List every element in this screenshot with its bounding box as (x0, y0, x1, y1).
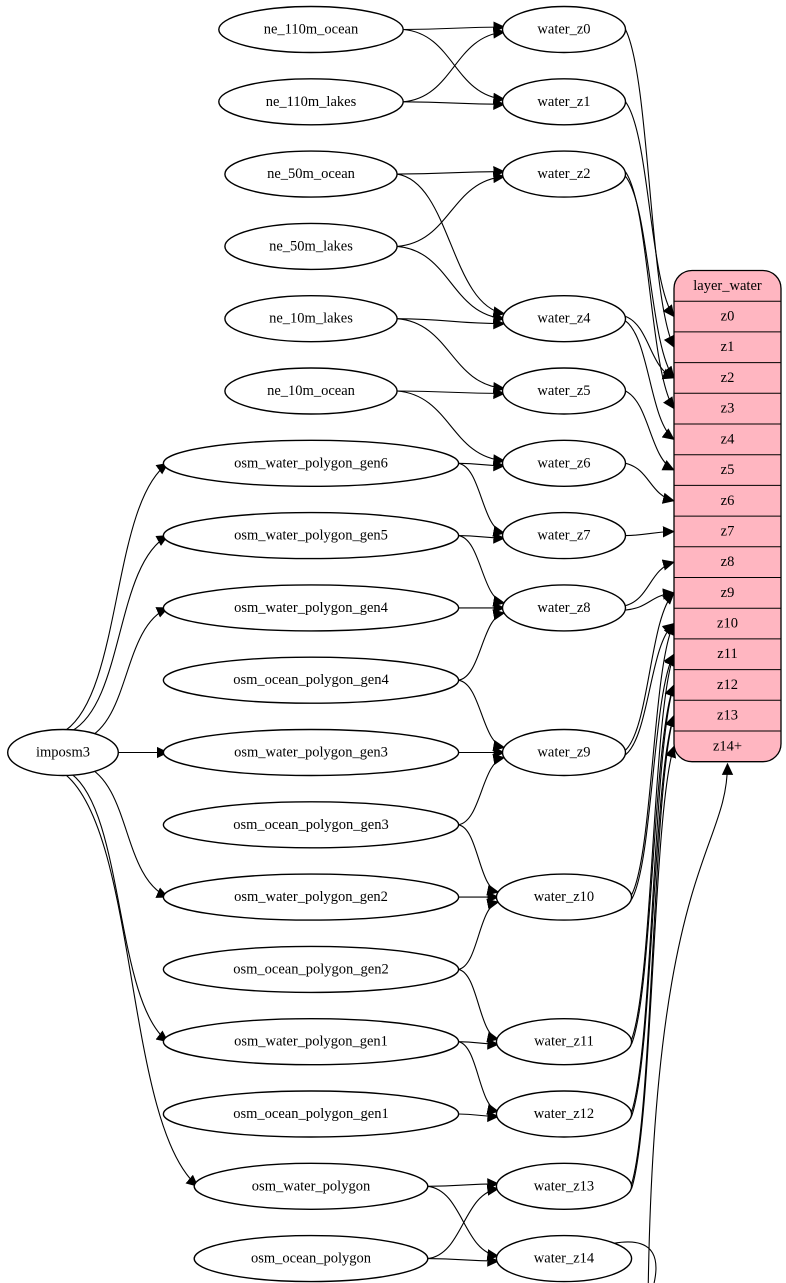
svg-text:osm_ocean_polygon_gen4: osm_ocean_polygon_gen4 (233, 672, 389, 688)
svg-text:water_z12: water_z12 (534, 1106, 594, 1122)
svg-text:water_z2: water_z2 (537, 166, 590, 182)
svg-text:osm_water_polygon: osm_water_polygon (252, 1178, 371, 1194)
svg-text:water_z14: water_z14 (534, 1251, 595, 1267)
svg-text:water_z5: water_z5 (537, 383, 590, 399)
svg-text:z13: z13 (717, 708, 738, 724)
svg-text:z3: z3 (721, 401, 735, 417)
svg-text:water_z10: water_z10 (534, 889, 594, 905)
svg-text:ne_50m_lakes: ne_50m_lakes (269, 238, 353, 254)
svg-text:z7: z7 (721, 524, 735, 540)
svg-text:water_z13: water_z13 (534, 1178, 594, 1194)
svg-text:z2: z2 (721, 370, 735, 386)
svg-text:ne_10m_ocean: ne_10m_ocean (267, 383, 356, 399)
svg-text:water_z0: water_z0 (537, 22, 590, 38)
svg-text:osm_ocean_polygon: osm_ocean_polygon (251, 1251, 372, 1267)
svg-text:osm_water_polygon_gen4: osm_water_polygon_gen4 (234, 600, 389, 616)
svg-text:osm_ocean_polygon_gen1: osm_ocean_polygon_gen1 (233, 1106, 388, 1122)
svg-text:water_z7: water_z7 (537, 528, 590, 544)
svg-text:osm_water_polygon_gen3: osm_water_polygon_gen3 (234, 745, 388, 761)
svg-text:water_z1: water_z1 (537, 94, 590, 110)
svg-text:imposm3: imposm3 (36, 745, 90, 761)
svg-text:water_z8: water_z8 (537, 600, 590, 616)
svg-text:z0: z0 (721, 309, 735, 325)
svg-text:ne_50m_ocean: ne_50m_ocean (267, 166, 356, 182)
svg-text:z10: z10 (717, 616, 738, 632)
svg-text:water_z9: water_z9 (537, 745, 590, 761)
svg-text:osm_water_polygon_gen6: osm_water_polygon_gen6 (234, 455, 388, 471)
svg-text:z11: z11 (717, 646, 737, 662)
svg-text:z12: z12 (717, 677, 738, 693)
svg-text:z6: z6 (721, 493, 735, 509)
svg-text:z1: z1 (721, 339, 735, 355)
svg-text:ne_110m_lakes: ne_110m_lakes (266, 94, 357, 110)
svg-text:water_z4: water_z4 (537, 311, 591, 327)
svg-text:osm_water_polygon_gen2: osm_water_polygon_gen2 (234, 889, 388, 905)
svg-text:osm_ocean_polygon_gen2: osm_ocean_polygon_gen2 (233, 961, 388, 977)
svg-text:osm_water_polygon_gen1: osm_water_polygon_gen1 (234, 1034, 388, 1050)
svg-text:ne_10m_lakes: ne_10m_lakes (269, 311, 353, 327)
svg-text:z8: z8 (721, 554, 735, 570)
svg-text:z4: z4 (721, 431, 735, 447)
svg-text:water_z11: water_z11 (534, 1034, 594, 1050)
svg-text:z14+: z14+ (713, 738, 742, 754)
svg-text:layer_water: layer_water (693, 278, 762, 294)
svg-text:osm_water_polygon_gen5: osm_water_polygon_gen5 (234, 528, 388, 544)
svg-text:z9: z9 (721, 585, 735, 601)
svg-text:z5: z5 (721, 462, 735, 478)
svg-text:ne_110m_ocean: ne_110m_ocean (264, 22, 359, 38)
svg-text:water_z6: water_z6 (537, 455, 590, 471)
svg-text:osm_ocean_polygon_gen3: osm_ocean_polygon_gen3 (233, 817, 388, 833)
